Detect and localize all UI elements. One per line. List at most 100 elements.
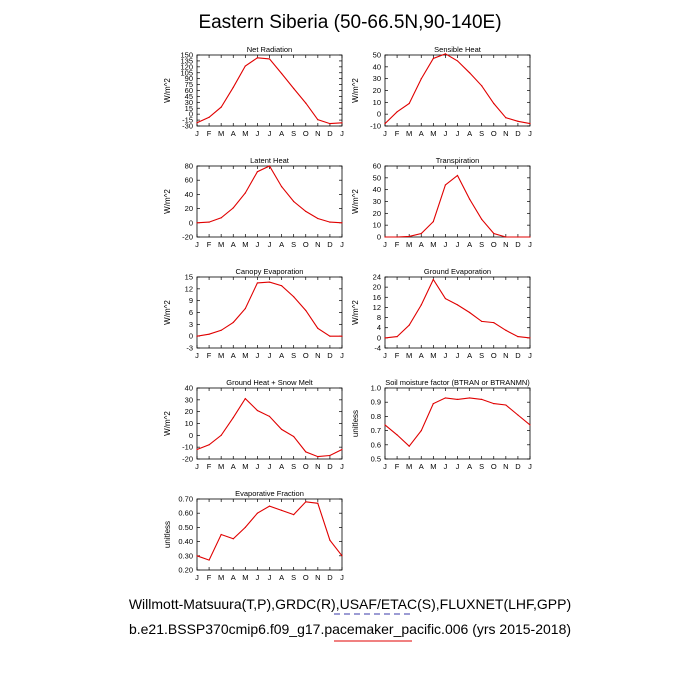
x-tick-label: J <box>195 573 199 582</box>
x-tick-label: A <box>467 240 472 249</box>
data-point <box>481 398 483 400</box>
data-point <box>517 120 519 122</box>
x-tick-label: M <box>242 129 248 138</box>
x-tick-label: S <box>479 240 484 249</box>
data-point <box>432 57 434 60</box>
x-tick-label: F <box>395 351 400 360</box>
series-line <box>196 281 342 337</box>
y-tick-label: -15 <box>182 116 193 125</box>
panel-title: Evaporative Fraction <box>235 489 304 498</box>
data-point <box>468 397 471 399</box>
data-point <box>408 235 410 238</box>
x-tick-label: S <box>291 462 296 471</box>
x-tick-label: A <box>279 240 284 249</box>
y-tick-label: 0 <box>189 218 193 227</box>
data-point <box>517 335 519 338</box>
y-tick-label: 80 <box>185 162 193 171</box>
data-point <box>341 555 343 557</box>
y-tick-label: 16 <box>373 293 381 302</box>
x-tick-label: F <box>395 462 400 471</box>
data-point <box>444 397 447 399</box>
y-tick-label: -20 <box>182 233 193 242</box>
data-point <box>384 424 386 426</box>
data-point <box>256 512 259 514</box>
x-tick-label: M <box>406 129 412 138</box>
x-tick-label: D <box>515 462 521 471</box>
x-tick-label: S <box>479 351 484 360</box>
data-point <box>396 236 398 238</box>
data-point <box>208 116 210 118</box>
data-point <box>196 555 198 557</box>
x-tick-label: N <box>503 351 508 360</box>
x-tick-label: D <box>327 462 333 471</box>
x-tick-label: O <box>303 240 309 249</box>
y-tick-label: 45 <box>185 92 193 101</box>
x-tick-label: M <box>242 240 248 249</box>
x-tick-label: S <box>291 240 296 249</box>
y-axis-label: W/m^2 <box>163 78 172 103</box>
y-tick-label: 20 <box>373 283 381 292</box>
x-tick-label: N <box>503 240 508 249</box>
data-point <box>232 207 234 209</box>
series-line <box>196 165 343 224</box>
x-tick-label: J <box>444 462 448 471</box>
data-point <box>396 335 398 338</box>
y-tick-label: 0.6 <box>371 440 381 449</box>
x-tick-label: M <box>430 462 436 471</box>
x-tick-label: J <box>268 240 272 249</box>
y-tick-label: 0.20 <box>178 566 193 575</box>
plot-frame <box>196 165 343 238</box>
y-tick-label: 0 <box>377 233 381 242</box>
y-tick-label: 0.50 <box>178 523 193 532</box>
x-tick-label: J <box>444 351 448 360</box>
data-point <box>408 445 410 447</box>
x-tick-label: A <box>231 462 236 471</box>
x-tick-label: J <box>340 573 344 582</box>
x-tick-label: M <box>242 462 248 471</box>
y-tick-label: 0.5 <box>371 455 381 464</box>
y-tick-label: -10 <box>370 122 381 131</box>
x-tick-label: F <box>207 129 212 138</box>
y-tick-label: 15 <box>185 104 193 113</box>
data-point <box>293 87 295 90</box>
y-tick-label: 12 <box>373 303 381 312</box>
panel-title: Net Radiation <box>247 45 292 54</box>
x-tick-label: A <box>279 573 284 582</box>
y-tick-label: 0 <box>377 333 381 342</box>
data-point <box>456 174 459 177</box>
data-point <box>444 297 447 300</box>
data-point <box>232 416 234 419</box>
y-tick-label: 40 <box>373 62 381 71</box>
data-point <box>305 210 307 213</box>
x-tick-label: J <box>528 129 532 138</box>
data-point <box>317 119 319 121</box>
data-point <box>341 448 343 451</box>
data-point <box>280 428 283 431</box>
y-tick-label: 60 <box>185 86 193 95</box>
data-point <box>317 502 319 504</box>
data-point <box>280 72 283 75</box>
x-tick-label: J <box>195 129 199 138</box>
x-tick-label: J <box>383 129 387 138</box>
chart-main-title: Eastern Siberia (50-66.5N,90-140E) <box>198 12 502 33</box>
x-tick-label: A <box>279 351 284 360</box>
data-point <box>493 403 495 405</box>
x-tick-label: O <box>303 462 309 471</box>
x-tick-label: O <box>303 573 309 582</box>
y-tick-label: 20 <box>373 86 381 95</box>
x-tick-label: O <box>491 462 497 471</box>
x-tick-label: S <box>291 573 296 582</box>
x-tick-label: A <box>419 351 424 360</box>
y-axis-label: W/m^2 <box>351 189 360 214</box>
y-tick-label: 10 <box>373 221 381 230</box>
data-point <box>244 307 246 310</box>
plot-frame <box>384 276 531 349</box>
y-tick-label: 6 <box>189 308 193 317</box>
data-point <box>444 184 447 186</box>
case-name-label: b.e21.BSSP370cmip6.f09_g17.pacemaker_pac… <box>128 621 572 637</box>
x-tick-label: M <box>242 573 248 582</box>
y-tick-label: 3 <box>189 320 193 329</box>
plot-frame <box>196 387 343 460</box>
data-point <box>341 335 343 337</box>
data-point <box>244 65 246 67</box>
